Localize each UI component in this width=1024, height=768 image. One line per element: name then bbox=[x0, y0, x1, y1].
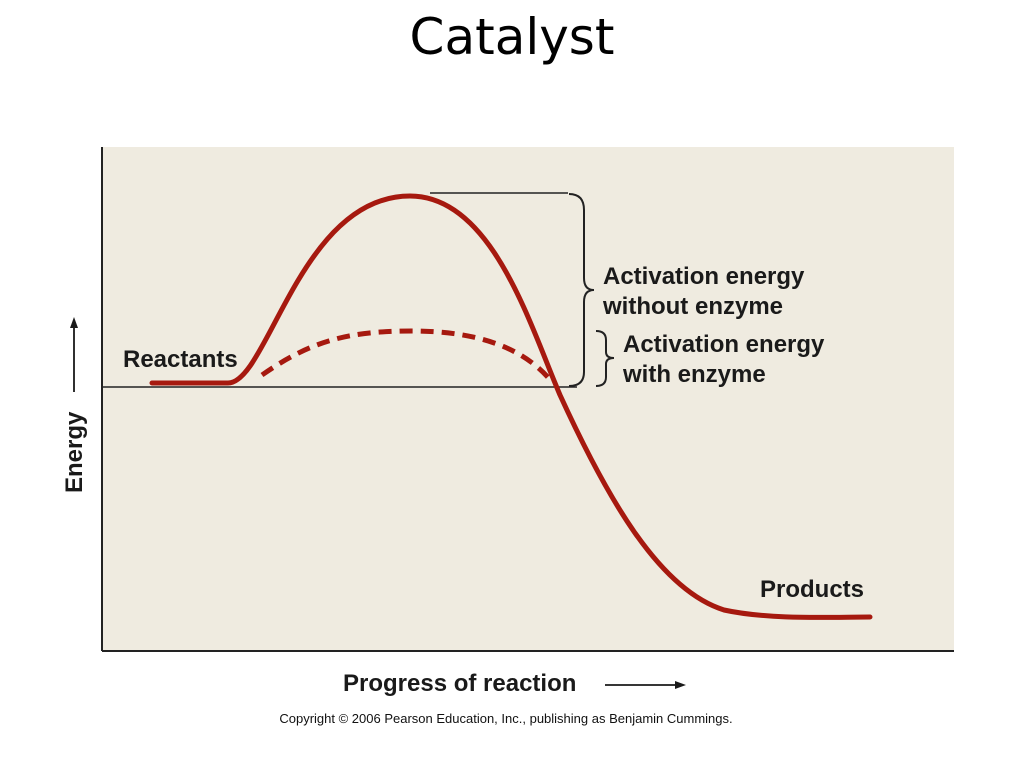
brace-without-enzyme bbox=[568, 193, 595, 387]
curve-with-enzyme bbox=[260, 328, 554, 384]
without-enzyme-label-line1: Activation energy bbox=[603, 263, 805, 290]
curve-without-enzyme bbox=[149, 193, 873, 620]
y-axis-arrow-head bbox=[70, 317, 78, 328]
with-enzyme-label-line1: Activation energy bbox=[623, 331, 825, 358]
with-enzyme-label-line2: with enzyme bbox=[622, 361, 766, 388]
copyright-notice: Copyright © 2006 Pearson Education, Inc.… bbox=[279, 711, 733, 726]
y-axis-title: Energy bbox=[61, 411, 88, 493]
x-axis-label: Progress of reaction bbox=[343, 670, 576, 697]
without-enzyme-label-line2: without enzyme bbox=[602, 293, 783, 320]
products-label: Products bbox=[760, 576, 864, 603]
reactants-label: Reactants bbox=[123, 346, 238, 373]
y-axis-label: Energy bbox=[61, 411, 88, 493]
plot-area bbox=[102, 147, 954, 651]
brace-with-enzyme bbox=[595, 330, 615, 387]
slide-title: Catalyst bbox=[409, 8, 615, 66]
x-axis-arrow-head bbox=[675, 681, 686, 689]
